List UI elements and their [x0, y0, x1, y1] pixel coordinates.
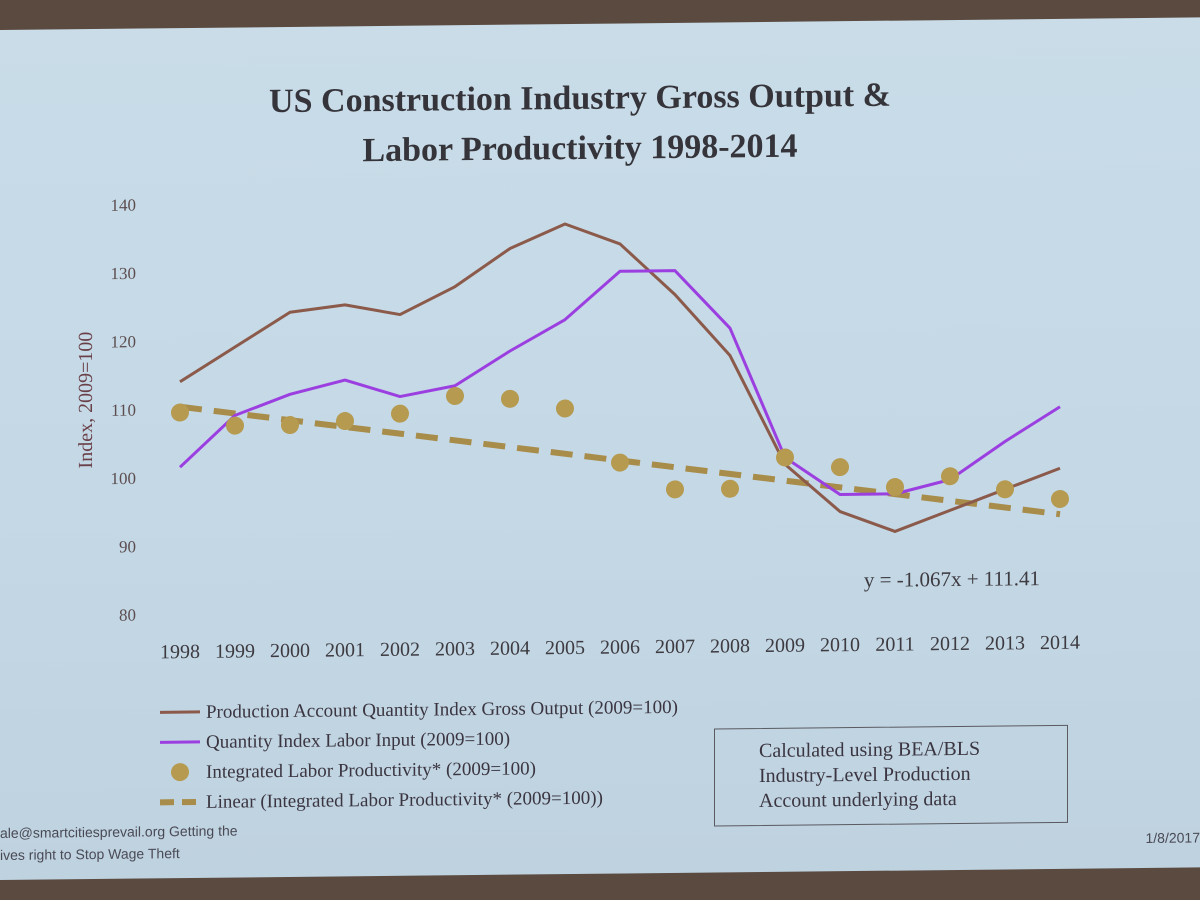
trendline-equation: y = -1.067x + 111.41: [864, 566, 1040, 592]
productivity-point: [446, 386, 464, 405]
slide: US Construction Industry Gross Output & …: [0, 17, 1200, 881]
productivity-point: [1051, 489, 1069, 508]
y-tick-label: 130: [111, 264, 136, 283]
x-tick-label: 2008: [710, 635, 750, 657]
x-tick-label: 1998: [160, 641, 200, 663]
x-tick-label: 2003: [435, 638, 475, 660]
x-tick-label: 2011: [875, 633, 914, 655]
gross-output-line: [179, 222, 1061, 533]
note-box: Calculated using BEA/BLS Industry-Level …: [714, 724, 1068, 827]
x-tick-label: 2005: [545, 637, 585, 659]
x-tick-label: 2007: [655, 636, 695, 658]
productivity-point: [226, 416, 244, 435]
x-tick-label: 2014: [1040, 632, 1080, 654]
productivity-point: [611, 453, 629, 472]
line-chart: 140 130 120 110 100 90 80 1998 1999 2000 2001 2002 2…: [75, 196, 1080, 813]
productivity-point: [501, 389, 519, 408]
y-tick-label: 110: [111, 401, 136, 420]
productivity-point: [391, 404, 409, 423]
x-tick-label: 1999: [215, 640, 255, 662]
y-tick-label: 140: [111, 196, 136, 215]
legend-label: Quantity Index Labor Input (2009=100): [206, 729, 510, 753]
x-tick-label: 2009: [765, 635, 805, 657]
y-tick-label: 80: [119, 606, 136, 625]
x-tick-label: 2006: [600, 636, 640, 658]
y-tick-label: 100: [111, 469, 136, 488]
productivity-point: [721, 479, 739, 498]
footer-date: 1/8/2017: [1145, 829, 1200, 847]
x-tick-label: 2010: [820, 634, 860, 656]
productivity-point: [666, 480, 684, 499]
productivity-point: [171, 403, 189, 422]
y-tick-label: 90: [119, 537, 136, 556]
note-line-2: Industry-Level Production: [759, 762, 971, 788]
y-tick-label: 120: [111, 332, 136, 351]
productivity-point: [281, 416, 299, 435]
legend-swatch-dot: [171, 763, 189, 782]
productivity-point: [886, 478, 904, 497]
y-axis-label: Index, 2009=100: [75, 332, 97, 469]
labor-input-line: [178, 269, 1061, 496]
footer-subtitle: ives right to Stop Wage Theft: [0, 845, 180, 863]
legend-label: Production Account Quantity Index Gross …: [206, 697, 678, 723]
productivity-point: [996, 480, 1014, 499]
legend-label: Integrated Labor Productivity* (2009=100…: [206, 758, 536, 782]
x-tick-label: 2013: [985, 632, 1025, 654]
productivity-point: [941, 467, 959, 486]
x-tick-label: 2000: [270, 640, 310, 662]
productivity-point: [831, 458, 849, 477]
note-line-1: Calculated using BEA/BLS: [759, 737, 981, 763]
x-tick-label: 2001: [325, 639, 365, 661]
footer-email: ale@smartcitiesprevail.org Getting the: [0, 822, 238, 841]
productivity-point: [556, 399, 574, 418]
x-tick-label: 2004: [490, 637, 530, 659]
x-tick-label: 2012: [930, 633, 970, 655]
x-tick-label: 2002: [380, 639, 420, 661]
productivity-point: [776, 448, 794, 467]
legend-label: Linear (Integrated Labor Productivity* (…: [206, 788, 603, 813]
note-line-3: Account underlying data: [759, 787, 957, 813]
productivity-point: [336, 412, 354, 431]
footer-left: ale@smartcitiesprevail.org Getting the i…: [0, 820, 238, 866]
